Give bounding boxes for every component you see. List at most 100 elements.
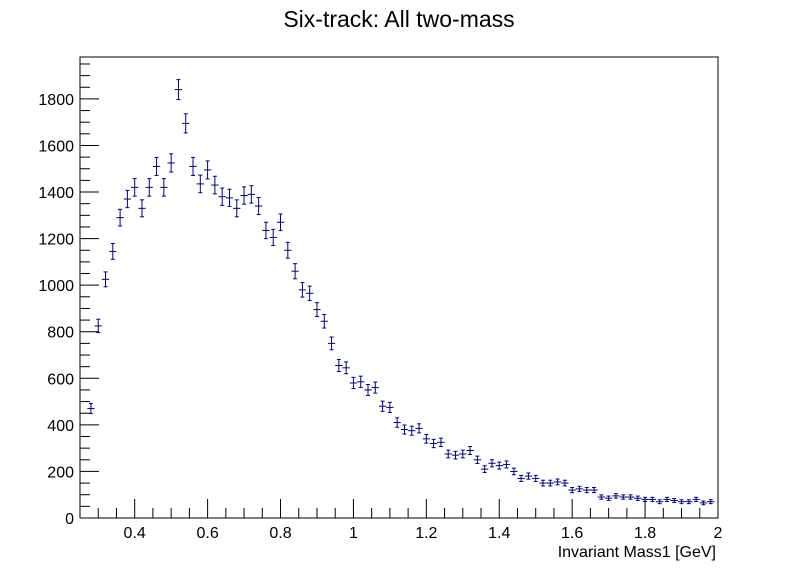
data-point: [517, 474, 525, 482]
data-point: [459, 449, 467, 459]
data-point: [182, 113, 190, 134]
y-tick-label: 400: [47, 418, 74, 435]
x-tick-label: 0.4: [124, 525, 146, 542]
data-point: [167, 153, 175, 173]
data-point: [568, 487, 576, 494]
data-point: [466, 446, 474, 455]
data-point: [203, 160, 212, 180]
y-tick-label: 0: [65, 511, 74, 528]
data-point: [641, 496, 649, 502]
data-point: [291, 263, 299, 280]
data-point: [284, 241, 292, 259]
data-point: [612, 493, 620, 499]
data-point: [532, 474, 540, 482]
x-axis-label: Invariant Mass1 [GeV]: [558, 544, 716, 561]
data-point: [634, 495, 642, 501]
data-point: [473, 455, 482, 464]
data-point: [123, 189, 132, 209]
y-tick-label: 1000: [38, 278, 74, 295]
data-point: [597, 494, 605, 500]
data-point: [298, 282, 307, 298]
data-point: [619, 494, 627, 500]
data-points: [87, 79, 715, 506]
data-point: [524, 472, 533, 480]
x-tick-label: 0.8: [269, 525, 291, 542]
data-point: [553, 478, 562, 486]
x-tick-label: 1.4: [488, 525, 510, 542]
y-tick-label: 200: [47, 464, 74, 481]
data-point: [590, 487, 598, 494]
data-point: [656, 499, 664, 505]
y-tick-label: 1600: [38, 138, 74, 155]
data-point: [626, 494, 635, 500]
data-point: [240, 186, 248, 205]
data-point: [233, 199, 241, 218]
data-point: [429, 438, 438, 449]
y-tick-label: 1800: [38, 92, 74, 109]
data-point: [451, 450, 460, 460]
data-point: [648, 496, 657, 502]
data-point: [481, 465, 489, 473]
x-tick-label: 0.6: [196, 525, 218, 542]
data-point: [510, 467, 518, 476]
data-point: [313, 302, 321, 318]
data-point: [131, 178, 139, 197]
data-point: [306, 285, 314, 302]
data-point: [707, 499, 715, 505]
data-point: [692, 496, 700, 502]
data-point: [152, 156, 161, 176]
x-axis: 0.4 0.6 0.8 1 1.2 1.4 1.6 1.8 2: [79, 499, 723, 542]
data-point: [94, 318, 102, 334]
data-point: [276, 213, 285, 232]
chart-title: Six-track: All two-mass: [283, 6, 514, 32]
y-tick-label: 1200: [38, 232, 74, 249]
data-point: [437, 437, 445, 448]
data-point: [335, 359, 343, 372]
data-point: [408, 425, 416, 436]
data-point: [575, 485, 584, 492]
data-point: [145, 178, 153, 197]
data-point: [583, 487, 591, 494]
data-point: [378, 400, 387, 412]
x-tick-label: 2: [714, 525, 723, 542]
x-tick-label: 1.2: [415, 525, 437, 542]
data-point: [546, 479, 554, 487]
data-point: [364, 383, 372, 396]
x-tick-label: 1.8: [634, 525, 656, 542]
data-point: [101, 271, 110, 288]
data-point: [371, 381, 379, 394]
data-point: [488, 459, 496, 468]
data-point: [262, 221, 270, 240]
data-point: [539, 479, 547, 487]
y-axis: 0 200 400 600 800 1000 1200 1400 1600 1800: [38, 63, 99, 528]
data-point: [502, 460, 511, 469]
data-point: [342, 361, 350, 375]
data-point: [422, 434, 430, 444]
data-point: [670, 498, 678, 504]
y-tick-label: 800: [47, 325, 74, 342]
data-point: [561, 479, 569, 487]
data-point: [211, 175, 219, 195]
data-point: [320, 313, 328, 329]
data-point: [495, 461, 503, 470]
data-point: [444, 449, 452, 459]
plot-frame: [79, 56, 719, 519]
data-point: [174, 79, 183, 101]
data-point: [109, 243, 117, 260]
data-point: [160, 178, 168, 197]
data-point: [225, 188, 234, 207]
data-point: [663, 496, 671, 502]
data-point: [400, 424, 409, 435]
data-point: [254, 196, 263, 216]
data-point: [247, 185, 255, 204]
data-point: [393, 417, 401, 428]
data-point: [677, 499, 686, 505]
data-point: [87, 403, 95, 415]
y-tick-label: 600: [47, 371, 74, 388]
data-point: [386, 401, 394, 413]
data-point: [196, 174, 204, 194]
data-point: [327, 336, 336, 351]
data-point: [138, 199, 146, 218]
data-point: [189, 156, 197, 176]
